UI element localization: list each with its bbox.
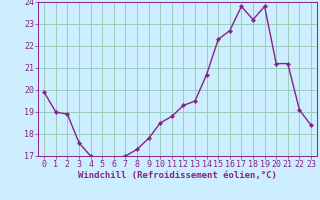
X-axis label: Windchill (Refroidissement éolien,°C): Windchill (Refroidissement éolien,°C): [78, 171, 277, 180]
